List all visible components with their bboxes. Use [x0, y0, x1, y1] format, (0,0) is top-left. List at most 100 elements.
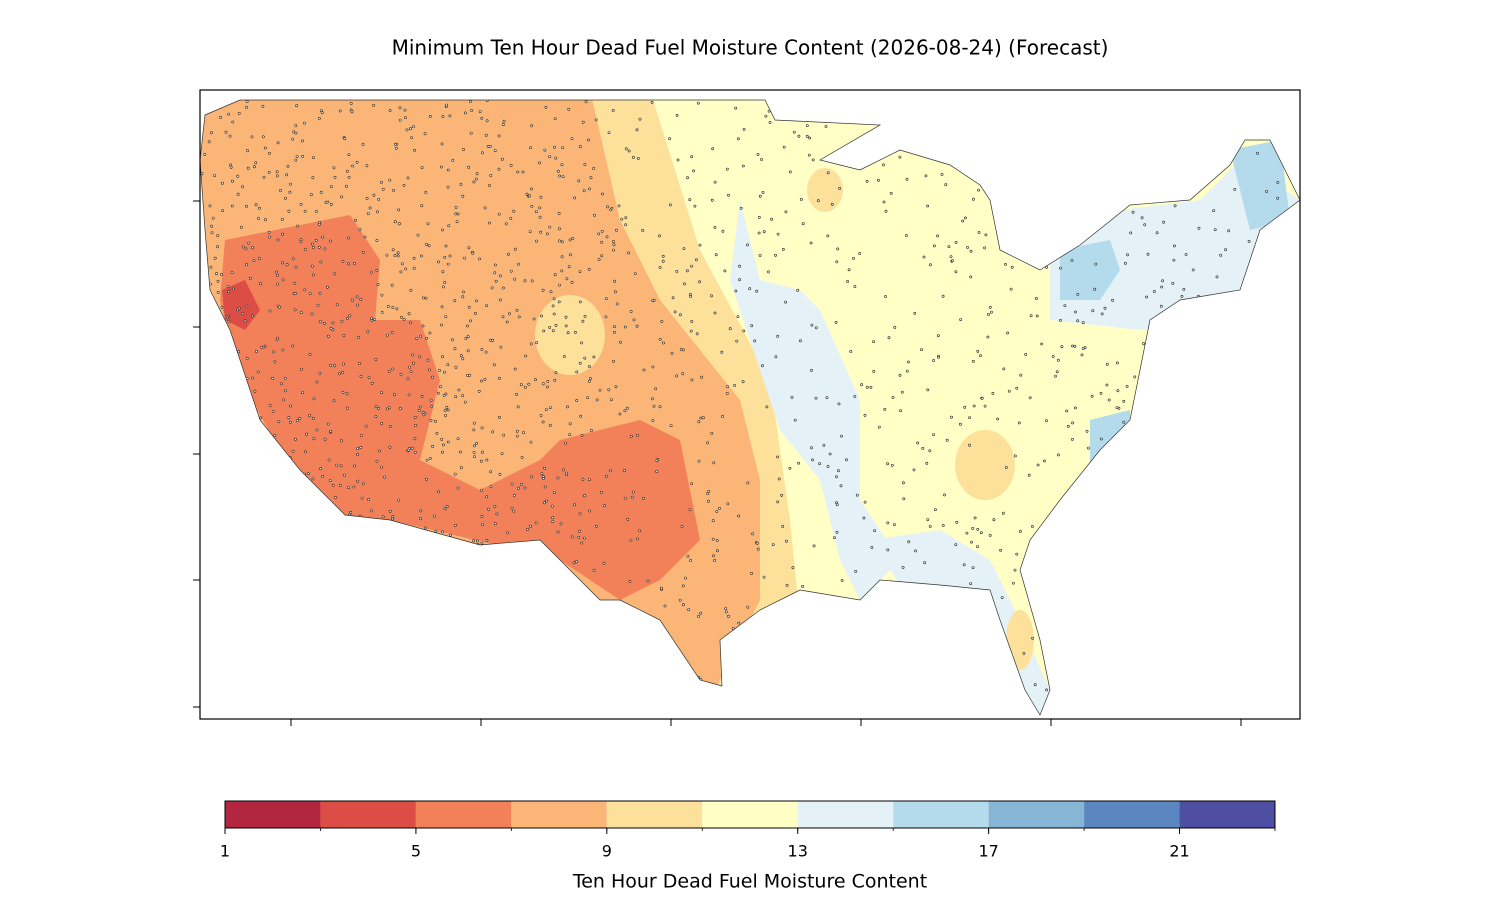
station — [668, 137, 672, 141]
station — [862, 516, 866, 520]
station — [568, 238, 572, 242]
station — [713, 226, 717, 229]
station — [715, 539, 719, 542]
station — [424, 190, 428, 194]
station — [311, 156, 315, 160]
station — [370, 317, 374, 321]
station — [986, 335, 990, 339]
station — [698, 280, 702, 284]
station — [321, 235, 325, 239]
station — [312, 416, 315, 420]
station — [466, 349, 470, 353]
station — [907, 360, 910, 364]
station — [568, 422, 572, 426]
station — [1173, 204, 1177, 208]
station — [592, 568, 596, 572]
station — [641, 228, 645, 232]
station — [480, 459, 483, 463]
station — [600, 240, 604, 244]
station — [216, 279, 220, 283]
station — [613, 330, 616, 334]
station — [971, 359, 975, 363]
station — [970, 540, 973, 544]
station — [397, 222, 401, 226]
station — [544, 106, 548, 109]
station — [583, 536, 586, 540]
station — [826, 465, 830, 468]
station — [528, 230, 532, 234]
station — [359, 298, 363, 301]
station — [723, 269, 727, 273]
station — [333, 272, 337, 276]
station — [443, 255, 447, 259]
station — [370, 381, 374, 385]
station — [484, 133, 488, 137]
station — [403, 108, 407, 112]
station — [937, 355, 940, 359]
station — [304, 450, 307, 454]
station — [267, 230, 271, 234]
station — [478, 110, 482, 114]
station — [281, 278, 285, 282]
station — [776, 334, 780, 338]
station — [853, 395, 857, 398]
station — [291, 449, 295, 453]
station — [1051, 355, 1055, 358]
station — [413, 148, 417, 152]
station — [726, 502, 730, 506]
station — [485, 539, 489, 542]
station — [761, 191, 765, 194]
station — [560, 269, 564, 273]
station — [983, 246, 987, 250]
station — [559, 522, 563, 526]
station — [365, 196, 369, 200]
station — [338, 483, 342, 487]
station — [578, 270, 582, 274]
station — [737, 514, 741, 518]
station — [625, 406, 629, 410]
station — [391, 517, 395, 521]
station — [728, 327, 732, 331]
station — [923, 561, 927, 565]
station — [509, 216, 513, 220]
station — [318, 222, 321, 226]
station — [287, 416, 291, 420]
station — [870, 546, 874, 549]
station — [409, 370, 413, 374]
station — [604, 315, 608, 319]
station — [424, 296, 428, 300]
station — [697, 420, 701, 424]
region — [222, 280, 260, 330]
station — [557, 211, 561, 215]
station — [425, 477, 428, 481]
station — [411, 353, 414, 357]
station — [680, 525, 684, 528]
station — [311, 176, 315, 180]
colorbar-tick-label: 9 — [602, 842, 612, 861]
station — [423, 132, 427, 136]
station — [231, 120, 235, 124]
station — [901, 566, 905, 569]
station — [372, 193, 376, 197]
station — [299, 311, 303, 315]
station — [707, 499, 710, 503]
station — [443, 507, 447, 511]
station — [287, 209, 291, 213]
station — [617, 204, 621, 208]
station — [321, 475, 325, 478]
station — [319, 109, 323, 113]
region — [1060, 240, 1120, 300]
station — [692, 169, 696, 173]
station — [267, 170, 271, 174]
station — [283, 376, 287, 380]
station — [922, 255, 926, 259]
station — [366, 330, 370, 334]
station — [376, 210, 379, 214]
station — [1014, 454, 1017, 458]
station — [484, 350, 488, 354]
station — [1276, 181, 1280, 184]
station — [699, 611, 703, 615]
station — [548, 423, 552, 427]
station — [303, 121, 307, 125]
station — [474, 177, 478, 181]
